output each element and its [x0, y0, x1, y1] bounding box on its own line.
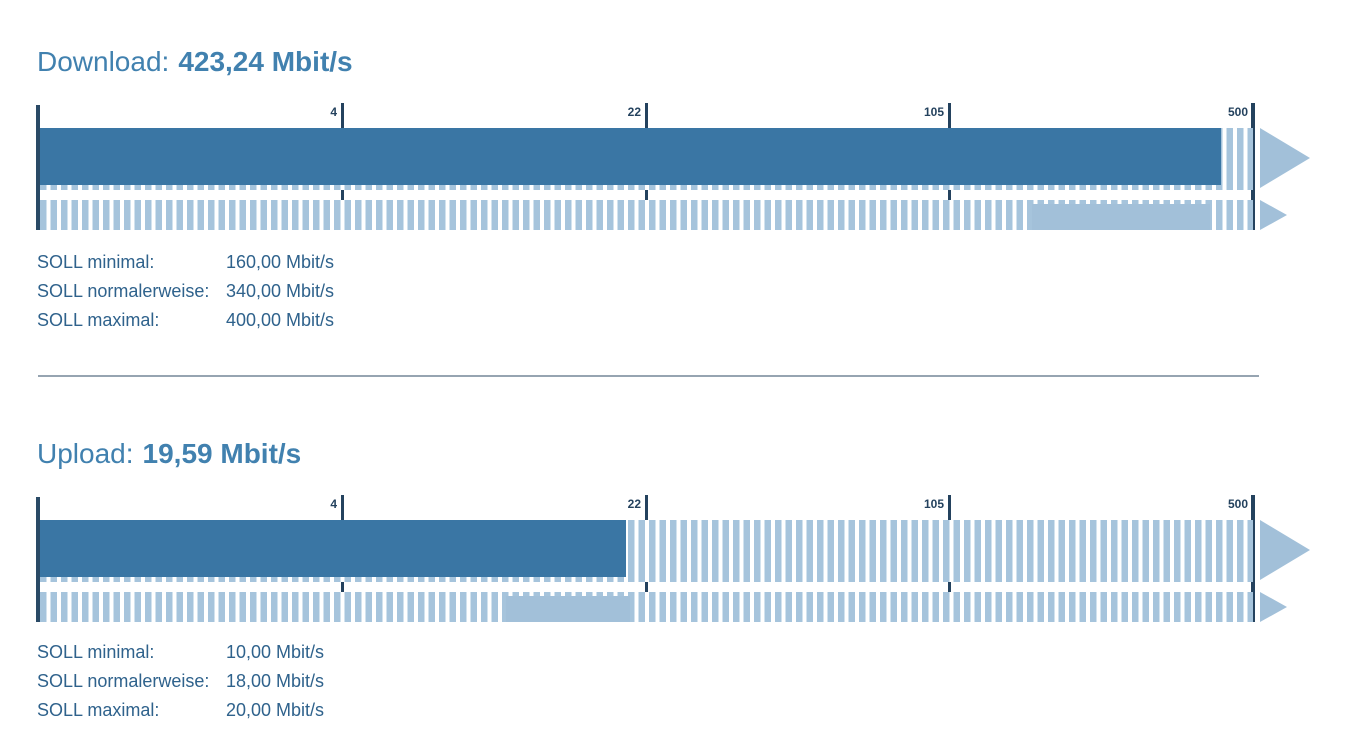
soll-minimal-label: SOLL minimal:	[37, 642, 155, 662]
axis-tick-label: 22	[627, 497, 641, 511]
axis-tick-label: 105	[923, 497, 944, 511]
upload-title-value: 19,59 Mbit/s	[142, 438, 302, 470]
soll-maximal-value: 400,00 Mbit/s	[226, 310, 335, 330]
soll-striped-track	[40, 200, 1253, 230]
axis-tick-label: 105	[923, 105, 944, 119]
soll-row-maximal: SOLL maximal: 400,00 Mbit/s	[37, 306, 334, 335]
measured-value-bar	[40, 128, 1221, 185]
measured-striped-track	[40, 520, 1253, 582]
axis-tick-label: 500	[1227, 105, 1248, 119]
soll-range-bar	[506, 596, 630, 622]
soll-minimal-value: 10,00 Mbit/s	[226, 642, 325, 662]
measured-value-bar	[40, 520, 626, 577]
upload-soll-values: SOLL minimal: 10,00 Mbit/s SOLL normaler…	[37, 638, 324, 725]
soll-normalerweise-label: SOLL normalerweise:	[37, 671, 210, 691]
section-divider	[38, 375, 1259, 377]
soll-maximal-value: 20,00 Mbit/s	[226, 700, 325, 720]
download-title-value: 423,24 Mbit/s	[178, 46, 353, 78]
soll-row-minimal: SOLL minimal: 10,00 Mbit/s	[37, 638, 324, 667]
soll-row-maximal: SOLL maximal: 20,00 Mbit/s	[37, 696, 324, 725]
soll-maximal-label: SOLL maximal:	[37, 310, 160, 330]
soll-range-bar	[1032, 204, 1210, 230]
arrow-right-icon	[1260, 592, 1287, 622]
arrow-right-icon	[1260, 128, 1310, 188]
soll-maximal-label: SOLL maximal:	[37, 700, 160, 720]
axis-tick-label: 4	[330, 105, 337, 119]
chart-left-boundary-line	[36, 105, 40, 230]
upload-gauge-chart: 4 22 105 500	[36, 495, 1326, 622]
axis-tick-label: 500	[1227, 497, 1248, 511]
axis-tick-500: 500	[1228, 495, 1255, 622]
arrow-right-icon	[1260, 520, 1310, 580]
download-title: Download: 423,24 Mbit/s	[37, 45, 353, 79]
arrow-right-icon	[1260, 200, 1287, 230]
axis-tick-label: 4	[330, 497, 337, 511]
upload-title: Upload: 19,59 Mbit/s	[37, 437, 301, 471]
axis-tick-label: 22	[627, 105, 641, 119]
download-title-label: Download:	[37, 46, 170, 78]
axis-tick-500: 500	[1228, 103, 1255, 230]
soll-normalerweise-value: 340,00 Mbit/s	[226, 281, 335, 301]
soll-normalerweise-value: 18,00 Mbit/s	[226, 671, 325, 691]
download-gauge-chart: 4 22 105 500	[36, 103, 1326, 230]
upload-title-label: Upload:	[37, 438, 134, 470]
soll-normalerweise-label: SOLL normalerweise:	[37, 281, 210, 301]
soll-row-normalerweise: SOLL normalerweise: 18,00 Mbit/s	[37, 667, 324, 696]
download-soll-values: SOLL minimal: 160,00 Mbit/s SOLL normale…	[37, 248, 334, 335]
soll-row-minimal: SOLL minimal: 160,00 Mbit/s	[37, 248, 334, 277]
soll-minimal-label: SOLL minimal:	[37, 252, 155, 272]
measured-striped-track	[40, 128, 1253, 190]
soll-minimal-value: 160,00 Mbit/s	[226, 252, 335, 272]
soll-row-normalerweise: SOLL normalerweise: 340,00 Mbit/s	[37, 277, 334, 306]
chart-left-boundary-line	[36, 497, 40, 622]
soll-striped-track	[40, 592, 1253, 622]
